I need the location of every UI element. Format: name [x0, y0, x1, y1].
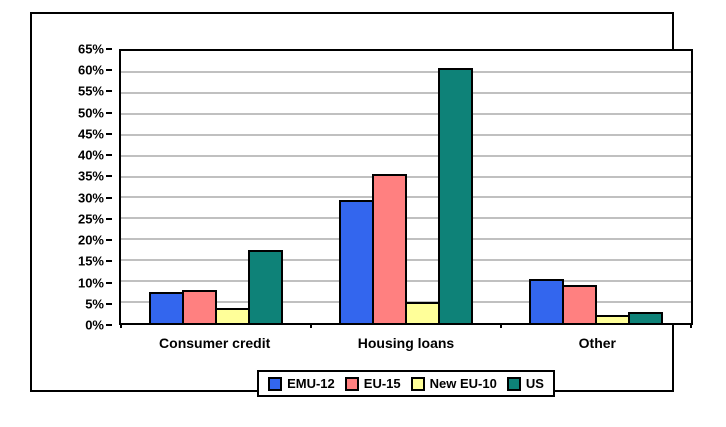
legend-swatch-icon	[344, 376, 359, 391]
legend-item-emu-12: EMU-12	[268, 376, 335, 391]
legend-label: New EU-10	[429, 376, 497, 391]
y-axis-tick	[106, 132, 112, 135]
bar-emu-12	[149, 292, 184, 323]
y-axis-tick-label: 45%	[77, 126, 104, 142]
y-axis-tick	[106, 260, 112, 263]
y-axis-tick	[106, 281, 112, 284]
category-label: Consumer credit	[159, 335, 271, 351]
y-axis-tick-label: 0%	[85, 317, 104, 333]
bar-eu-15	[182, 290, 217, 323]
y-axis-tick-label: 5%	[85, 296, 104, 312]
y-axis-tick-label: 50%	[77, 105, 104, 121]
x-axis-tick	[690, 323, 692, 328]
y-axis-tick-label: 60%	[77, 62, 104, 78]
y-axis-tick-label: 40%	[77, 147, 104, 163]
legend-item-new-eu-10: New EU-10	[410, 376, 497, 391]
bar-eu-15	[372, 174, 407, 323]
y-axis-tick	[106, 90, 112, 93]
y-axis-tick-label: 65%	[77, 41, 104, 57]
bar-us	[438, 67, 473, 323]
x-axis-ticks	[120, 51, 692, 328]
legend-label: US	[525, 376, 544, 391]
gridline	[121, 134, 691, 136]
y-axis-tick	[106, 154, 112, 157]
bar-group	[121, 51, 311, 323]
y-axis-tick	[106, 111, 112, 114]
legend-swatch-icon	[268, 376, 283, 391]
y-axis-tick	[106, 239, 112, 242]
y-axis-tick	[106, 302, 112, 305]
y-axis-tick-label: 20%	[77, 232, 104, 248]
y-axis-tick-label: 25%	[77, 211, 104, 227]
bar-emu-12	[339, 199, 374, 323]
y-axis-labels: 65% 60% 55% 50% 45% 40% 35% 30% 25% 20% 15% 10% 5% 0%	[62, 42, 112, 333]
bar-us	[248, 249, 283, 323]
bar-us	[628, 312, 663, 323]
legend-swatch-icon	[410, 376, 425, 391]
x-axis-tick	[310, 323, 312, 328]
y-axis-tick	[106, 69, 112, 72]
gridline	[121, 92, 691, 94]
y-axis-tick	[106, 175, 112, 178]
y-axis-tick-label: 35%	[77, 168, 104, 184]
y-axis-tick	[106, 196, 112, 199]
bar-group	[311, 51, 501, 323]
bar-group	[501, 51, 691, 323]
plot-area	[119, 49, 693, 328]
bar-groups	[121, 51, 691, 323]
category-label: Housing loans	[357, 335, 455, 351]
legend-wrap: EMU-12 EU-15 New EU-10 US	[119, 370, 693, 397]
bar-eu-15	[562, 284, 597, 323]
legend-item-eu-15: EU-15	[344, 376, 401, 391]
x-axis-tick	[500, 323, 502, 328]
y-axis-tick	[106, 324, 112, 326]
gridline	[121, 71, 691, 73]
gridline	[121, 155, 691, 157]
y-axis-tick-label: 15%	[77, 253, 104, 269]
category-label: Other	[578, 335, 616, 351]
legend-swatch-icon	[506, 376, 521, 391]
legend-label: EU-15	[363, 376, 401, 391]
gridline	[121, 113, 691, 115]
legend-label: EMU-12	[287, 376, 335, 391]
y-axis-tick-label: 55%	[77, 83, 104, 99]
y-axis-tick-label: 10%	[77, 275, 104, 291]
x-axis-tick	[120, 323, 122, 328]
legend-item-us: US	[506, 376, 544, 391]
y-axis-tick	[106, 217, 112, 220]
y-axis-tick	[106, 48, 112, 50]
legend-box: EMU-12 EU-15 New EU-10 US	[257, 370, 555, 397]
y-axis-tick-label: 30%	[77, 190, 104, 206]
category-axis-labels: Consumer credit Housing loans Other	[119, 335, 693, 351]
chart-frame: 65% 60% 55% 50% 45% 40% 35% 30% 25% 20% 15% 10% 5% 0%…	[30, 12, 693, 397]
